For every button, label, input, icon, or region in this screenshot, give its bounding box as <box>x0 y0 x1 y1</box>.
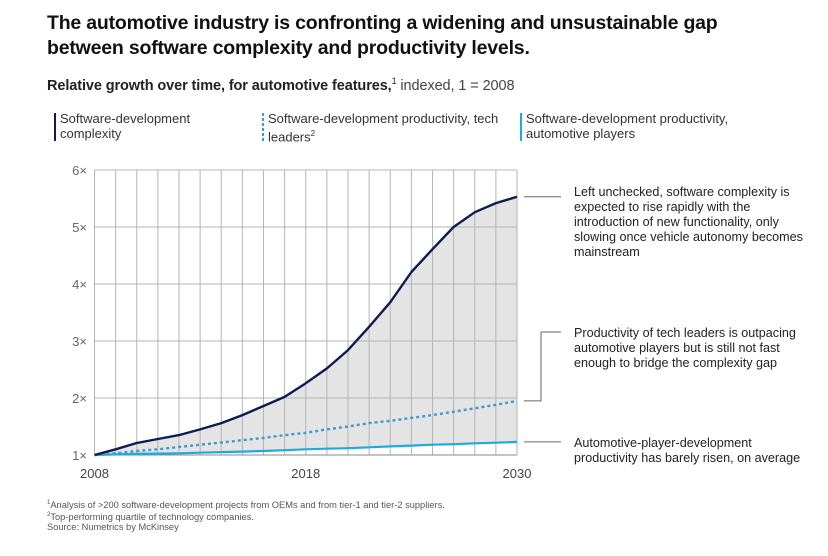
legend-label: Software-development complexity <box>60 111 191 141</box>
y-tick-label: 6× <box>72 163 87 178</box>
y-tick-label: 5× <box>72 220 87 235</box>
legend-label: Software-development productivity, autom… <box>526 111 729 141</box>
footnote-text: Analysis of >200 software-development pr… <box>50 500 445 511</box>
annotation-complexity: Left unchecked, software complexity is e… <box>574 185 803 259</box>
footnote-marker: 2 <box>47 512 51 518</box>
x-tick-label: 2018 <box>291 466 320 481</box>
series-line-automotive-players <box>94 440 518 457</box>
chart-subtitle: Relative growth over time, for automotiv… <box>47 76 515 94</box>
legend-key-solid-cyan <box>520 113 522 141</box>
legend-item-complexity: Software-development complexity <box>54 111 230 141</box>
annotation-tech-leaders: Productivity of tech leaders is outpacin… <box>574 326 796 370</box>
grid-layer <box>94 169 518 456</box>
x-tick-label: 2030 <box>503 466 532 481</box>
footnote-text: Top-performing quartile of technology co… <box>50 512 254 523</box>
y-tick-label: 3× <box>72 334 87 349</box>
series-layer <box>94 195 518 457</box>
legend-item-automotive: Software-development productivity, autom… <box>520 111 786 141</box>
series-line-complexity <box>94 195 518 457</box>
annotation-automotive: Automotive-player-development productivi… <box>574 436 801 465</box>
footnote-2: 2Top-performing quartile of technology c… <box>47 509 254 523</box>
series-line-tech-leaders <box>94 399 518 457</box>
chart-title: The automotive industry is confronting a… <box>47 12 718 59</box>
legend-key-dotted-blue <box>262 113 264 141</box>
source-text: Source: Numetrics by McKinsey <box>47 522 179 532</box>
legend-footnote-ref: 2 <box>310 129 316 138</box>
y-tick-label: 2× <box>72 391 87 406</box>
source-note: Source: Numetrics by McKinsey <box>47 521 179 533</box>
x-tick-label: 2008 <box>80 466 109 481</box>
axis-labels-layer: 1× 2× 3× 4× 5× 6× 2008 2018 2030 <box>72 163 531 481</box>
legend-item-tech-leaders: Software-development productivity, tech … <box>262 111 518 145</box>
annotation-connectors <box>524 196 561 443</box>
connector-tech-leaders <box>524 331 561 402</box>
footnote-1: 1Analysis of >200 software-development p… <box>47 497 445 511</box>
legend-key-solid-navy <box>54 113 56 141</box>
y-tick-label: 4× <box>72 277 87 292</box>
subtitle-footnote-ref: 1 <box>391 76 397 86</box>
subtitle-bold: Relative growth over time, for automotiv… <box>47 77 392 94</box>
subtitle-rest: indexed, 1 = 2008 <box>396 77 515 94</box>
legend-label: Software-development productivity, tech … <box>268 111 499 145</box>
footnote-marker: 1 <box>47 500 51 506</box>
y-tick-label: 1× <box>72 448 87 463</box>
